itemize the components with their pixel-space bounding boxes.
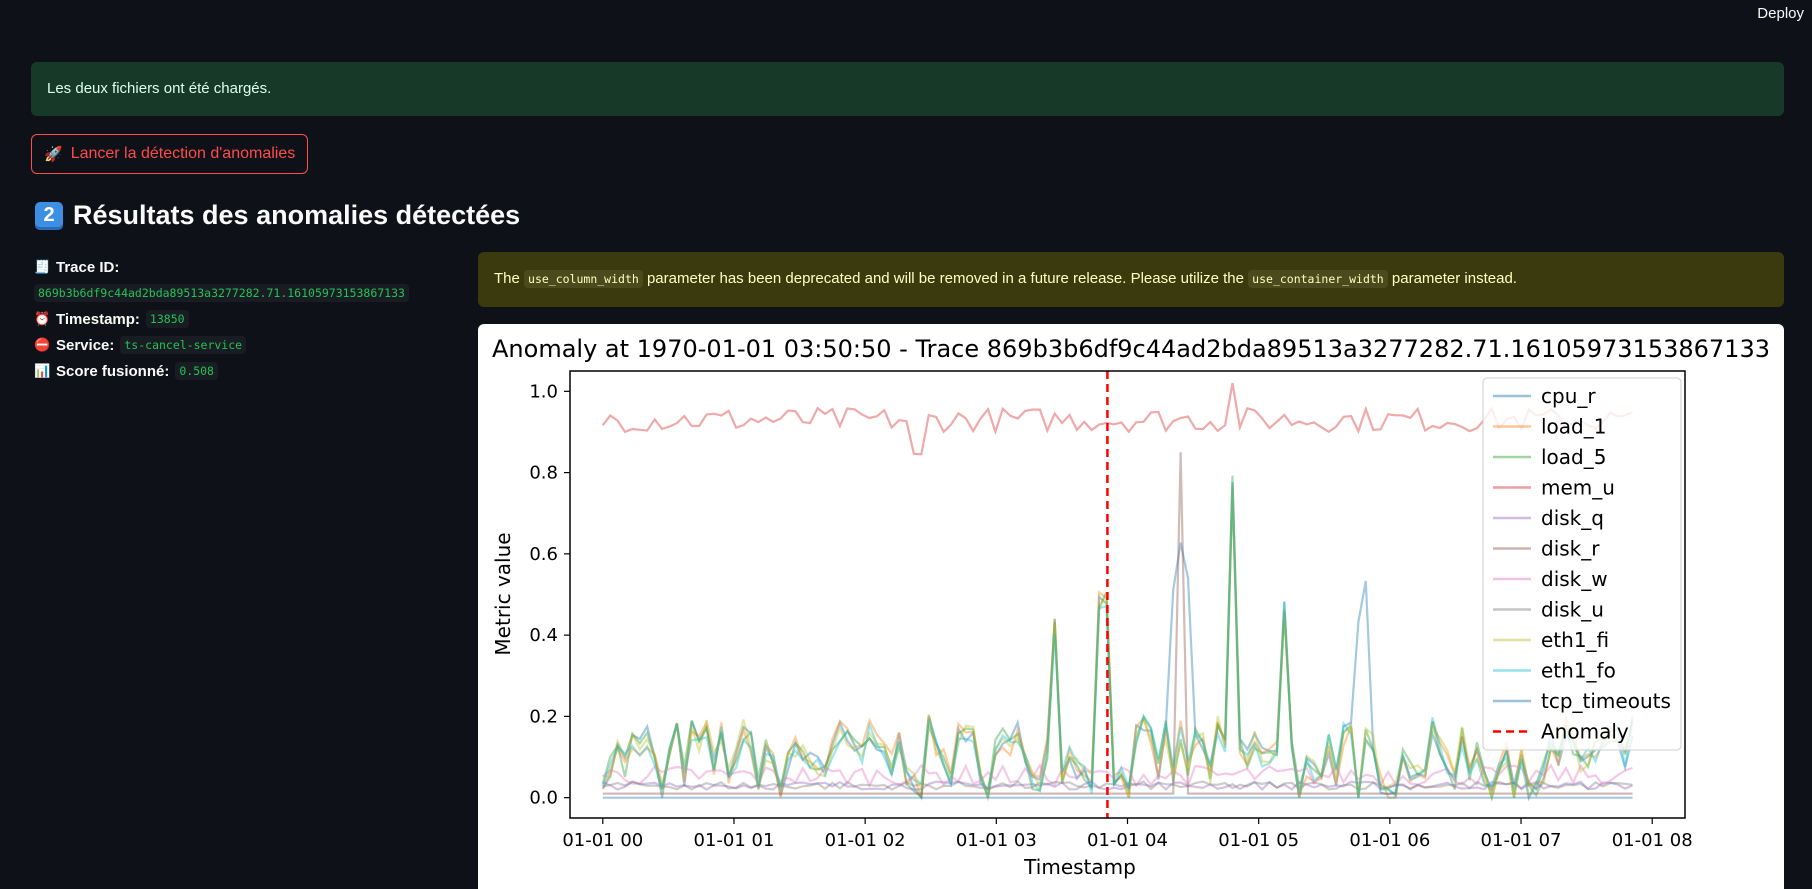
timestamp-label: Timestamp:: [56, 310, 140, 328]
legend-label: disk_q: [1541, 506, 1604, 530]
legend-box: [1482, 377, 1682, 751]
keycap-number-icon: 2: [35, 201, 63, 230]
timestamp-value: 13850: [145, 310, 189, 328]
legend-label: eth1_fo: [1541, 659, 1616, 683]
x-tick-label: 01-01 00: [562, 830, 643, 851]
deprecation-warning: The use_column_width parameter has been …: [478, 252, 1784, 307]
warning-text-1: The: [494, 270, 525, 287]
series-line-disk_w: [602, 763, 1633, 789]
x-tick-label: 01-01 08: [1612, 830, 1693, 851]
top-bar: Deploy: [0, 0, 1812, 30]
plot-frame: [569, 370, 1686, 819]
section-title-text: Résultats des anomalies détectées: [73, 200, 521, 230]
legend-label: Anomaly: [1541, 720, 1629, 744]
chart-title: Anomaly at 1970-01-01 03:50:50 - Trace 8…: [492, 335, 1770, 363]
anomaly-details: 🧾 Trace ID: 869b3b6df9c44ad2bda89513a327…: [34, 254, 454, 384]
x-tick-label: 01-01 02: [825, 830, 906, 851]
legend-label: mem_u: [1541, 476, 1615, 500]
x-tick-label: 01-01 06: [1349, 830, 1430, 851]
legend-label: tcp_timeouts: [1541, 689, 1671, 713]
y-tick-label: 0.8: [529, 463, 558, 484]
series-line-disk_q: [602, 780, 1633, 791]
x-tick-label: 01-01 01: [694, 830, 775, 851]
x-tick-label: 01-01 07: [1481, 830, 1562, 851]
service-label: Service:: [56, 336, 115, 354]
score-row: 📊 Score fusionné: 0.508: [34, 358, 454, 384]
legend-label: disk_w: [1541, 567, 1608, 591]
x-tick-label: 01-01 04: [1087, 830, 1168, 851]
alarm-clock-icon: ⏰: [34, 311, 51, 326]
anomaly-chart-svg: Anomaly at 1970-01-01 03:50:50 - Trace 8…: [491, 335, 1770, 879]
x-tick-label: 01-01 05: [1218, 830, 1299, 851]
bar-chart-icon: 📊: [34, 363, 51, 378]
y-tick-label: 0.2: [529, 706, 558, 727]
trace-id-value: 869b3b6df9c44ad2bda89513a3277282.71.1610…: [34, 284, 409, 302]
series-line-eth1_fo: [601, 485, 1634, 801]
score-label: Score fusionné:: [56, 362, 170, 380]
series-line-mem_u: [601, 383, 1633, 456]
y-tick-label: 1.0: [529, 381, 558, 402]
series-line-load_1: [601, 488, 1634, 803]
legend-label: disk_r: [1541, 537, 1600, 561]
y-tick-label: 0.6: [529, 544, 558, 565]
trace-id-row: 🧾 Trace ID:: [34, 254, 454, 280]
trace-id-label: Trace ID:: [56, 258, 120, 276]
legend-label: cpu_r: [1541, 384, 1596, 408]
score-value: 0.508: [175, 362, 218, 380]
series-line-cpu_r: [601, 482, 1634, 801]
run-detection-label: Lancer la détection d'anomalies: [70, 145, 296, 162]
trace-id-value-row: 869b3b6df9c44ad2bda89513a3277282.71.1610…: [34, 280, 454, 306]
section-title: 2 Résultats des anomalies détectées: [35, 200, 520, 231]
warning-code-1: use_column_width: [524, 270, 643, 288]
y-tick-label: 0.4: [529, 625, 558, 646]
receipt-icon: 🧾: [34, 259, 51, 274]
x-axis-label: Timestamp: [1023, 855, 1136, 879]
warning-text-2: parameter has been deprecated and will b…: [642, 270, 1249, 287]
warning-text-3: parameter instead.: [1387, 270, 1517, 287]
timestamp-row: ⏰ Timestamp: 13850: [34, 306, 454, 332]
success-alert: Les deux fichiers ont été chargés.: [31, 62, 1784, 116]
run-detection-button[interactable]: 🚀 Lancer la détection d'anomalies: [31, 134, 309, 174]
series-line-disk_u: [602, 780, 1633, 791]
x-tick-label: 01-01 03: [956, 830, 1037, 851]
anomaly-chart: Anomaly at 1970-01-01 03:50:50 - Trace 8…: [478, 324, 1784, 889]
service-value: ts-cancel-service: [120, 336, 247, 354]
service-row: ⛔ Service: ts-cancel-service: [34, 332, 454, 358]
legend-label: load_1: [1541, 415, 1606, 439]
no-entry-icon: ⛔: [34, 337, 51, 352]
legend-label: eth1_fi: [1541, 628, 1609, 652]
series-line-eth1_fi: [602, 485, 1634, 802]
y-tick-label: 0.0: [529, 788, 558, 809]
deploy-button[interactable]: Deploy: [1757, 5, 1804, 22]
legend-label: disk_u: [1541, 598, 1604, 622]
warning-code-2: use_container_width: [1248, 270, 1388, 288]
y-axis-label: Metric value: [491, 532, 515, 655]
rocket-icon: 🚀: [44, 146, 63, 163]
series-line-disk_r: [602, 452, 1633, 795]
series-line-load_5: [601, 475, 1634, 802]
legend-label: load_5: [1541, 445, 1606, 469]
